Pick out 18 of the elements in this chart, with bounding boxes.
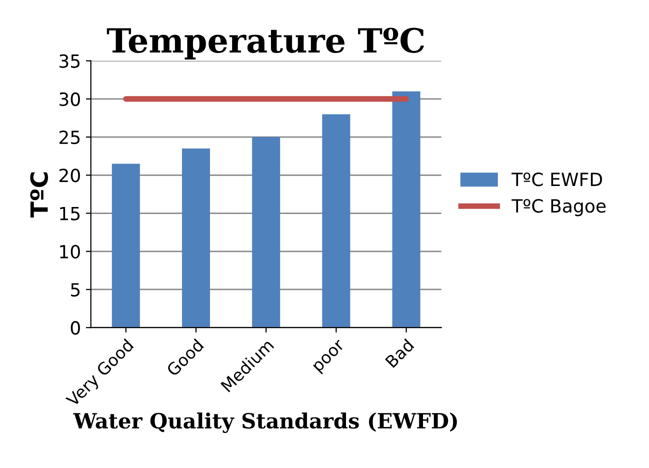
bar	[392, 91, 420, 328]
y-tick-label: 25	[59, 130, 80, 144]
bar	[182, 148, 210, 328]
legend-label: TºC Bagoe	[512, 199, 606, 216]
y-tick-label: 10	[60, 244, 80, 258]
bar	[112, 164, 140, 328]
y-axis-title: TºC	[30, 172, 48, 218]
y-tick-label: 15	[60, 206, 80, 220]
x-axis-title: Water Quality Standards (EWFD)	[73, 412, 457, 433]
y-tick-label: 0	[70, 321, 80, 335]
bar	[252, 137, 280, 328]
y-tick-label: 30	[60, 92, 80, 106]
y-tick-label: 20	[59, 168, 80, 182]
legend-label: TºC EWFD	[512, 172, 602, 186]
y-tick-label: 5	[71, 283, 80, 297]
chart-title: Temperature TºC	[106, 28, 424, 60]
bar	[322, 114, 350, 328]
y-tick-label: 35	[60, 54, 80, 68]
